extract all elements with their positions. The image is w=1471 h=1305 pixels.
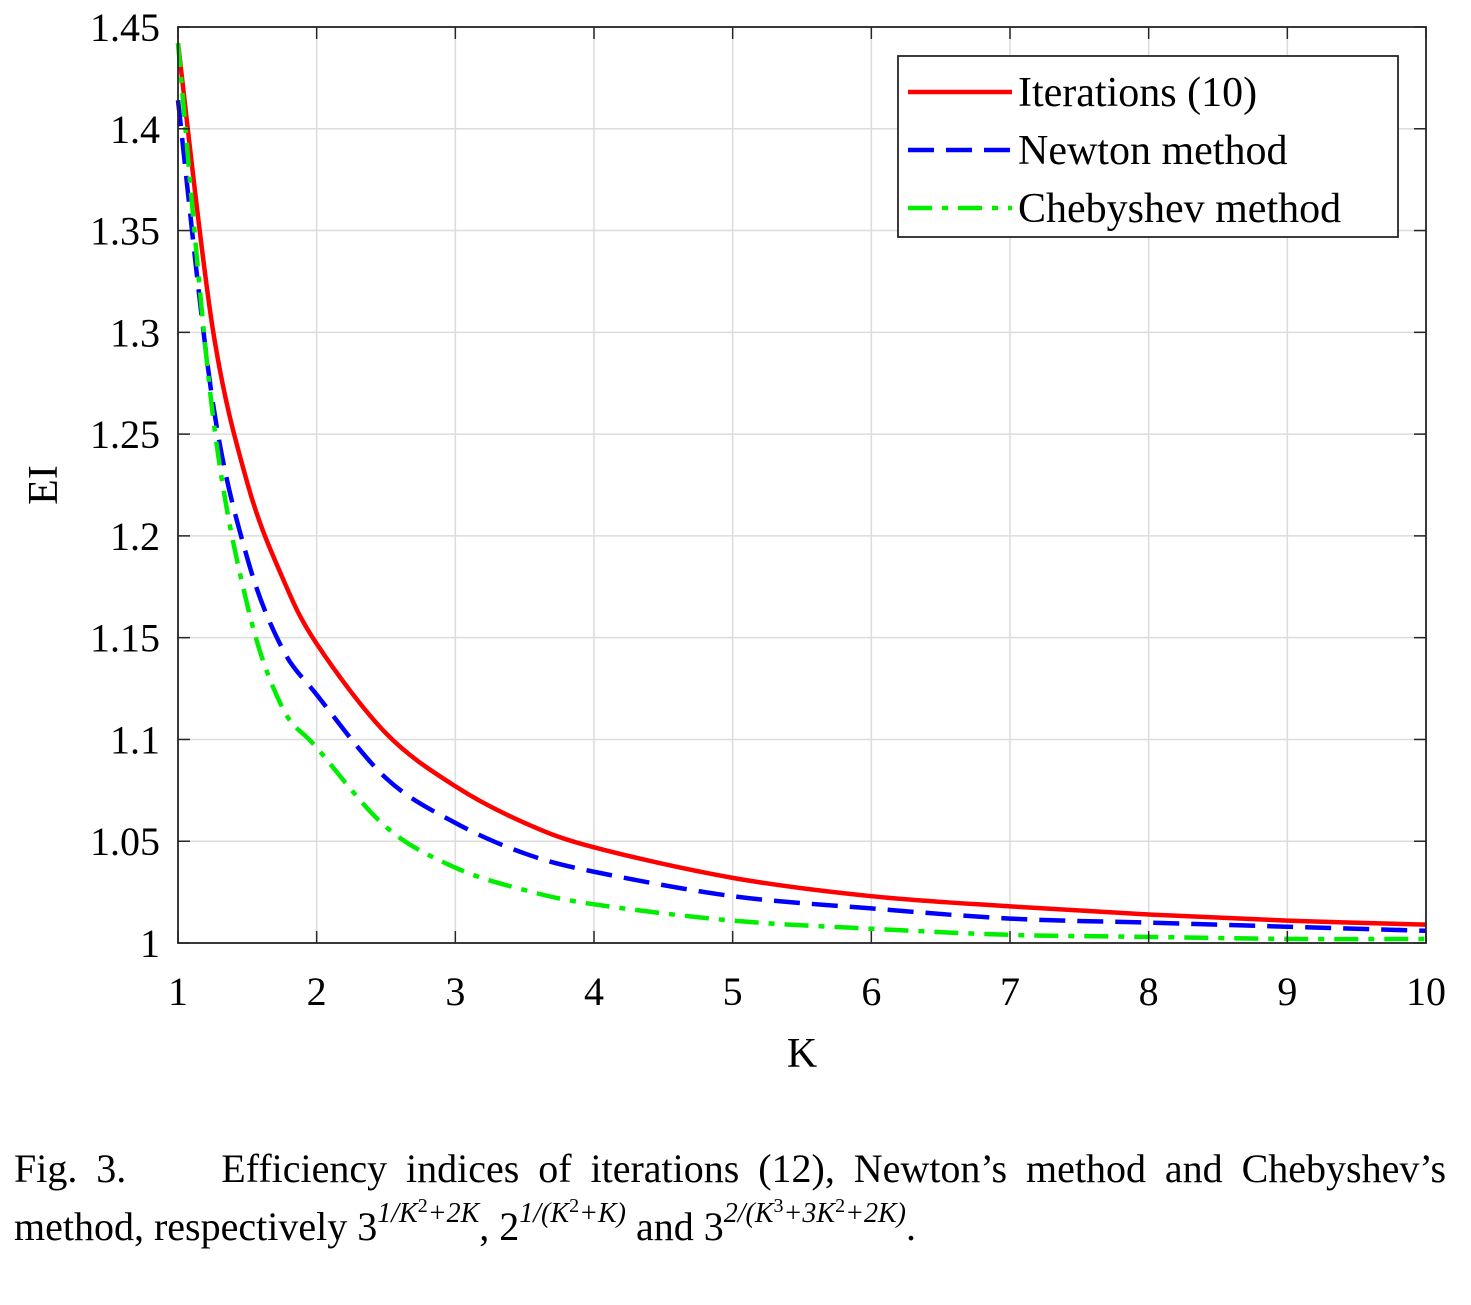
legend-label-1: Newton method (1018, 128, 1287, 174)
efficiency-index-chart: 1 2 3 4 5 6 7 8 9 10 1 1.05 1.1 1.15 1.2 1.25 1.3 1.35 1.4… (21, 5, 1446, 1077)
y-tick-label: 1.2 (110, 514, 160, 559)
x-tick-label: 6 (861, 969, 881, 1014)
x-tick-label: 2 (307, 969, 327, 1014)
legend-label-2: Chebyshev method (1018, 186, 1341, 232)
x-tick-label: 10 (1406, 969, 1446, 1014)
caption-term2-base: 2 (499, 1204, 520, 1249)
x-axis-label: K (787, 1031, 817, 1077)
y-axis-label: EI (21, 465, 67, 505)
series-line-0 (175, 43, 1427, 927)
x-tick-label: 4 (584, 969, 604, 1014)
x-tick-label: 9 (1277, 969, 1297, 1014)
caption-term2-exponent: 1/(K2+K) (519, 1195, 626, 1229)
series-line-1 (175, 100, 1427, 934)
y-tick-label: 1.35 (90, 209, 160, 254)
caption-end: . (906, 1204, 916, 1249)
x-tick-label: 8 (1139, 969, 1159, 1014)
x-tick-label: 7 (1000, 969, 1020, 1014)
x-tick-label: 1 (168, 969, 188, 1014)
y-tick-label: 1.45 (90, 5, 160, 50)
figure-caption: Fig. 3. Efficiency indices of iterations … (14, 1140, 1446, 1256)
series-line-2 (175, 43, 1427, 942)
caption-sep2: and (625, 1204, 704, 1249)
y-tick-label: 1.15 (90, 616, 160, 661)
x-tick-label: 5 (723, 969, 743, 1014)
y-tick-label: 1.25 (90, 412, 160, 457)
y-tick-label: 1.1 (110, 717, 160, 762)
y-tick-label: 1.05 (90, 819, 160, 864)
y-tick-label: 1.3 (110, 310, 160, 355)
caption-sep1: , (479, 1204, 500, 1249)
caption-term1-exponent: 1/K2+2K (377, 1195, 480, 1229)
axes-box (177, 26, 1427, 944)
caption-figure-label: Fig. 3. (14, 1146, 127, 1191)
x-tick-label: 3 (445, 969, 465, 1014)
legend-label-0: Iterations (10) (1018, 70, 1257, 116)
tick-labels: 1 2 3 4 5 6 7 8 9 10 1 1.05 1.1 1.15 1.2 1.25 1.3 1.35 1.4… (90, 5, 1446, 1014)
legend: Iterations (10) Newton method Chebyshev me… (897, 55, 1399, 238)
caption-term3-base: 3 (703, 1204, 724, 1249)
series-lines (175, 43, 1427, 942)
y-tick-label: 1.4 (110, 107, 160, 152)
axes-frame (177, 26, 1427, 944)
caption-term3-exponent: 2/(K3+3K2+2K) (723, 1195, 906, 1229)
y-tick-label: 1 (140, 921, 160, 966)
caption-text: Efficiency indices of iterations (12), N… (14, 1146, 1447, 1249)
caption-term1-base: 3 (357, 1204, 378, 1249)
